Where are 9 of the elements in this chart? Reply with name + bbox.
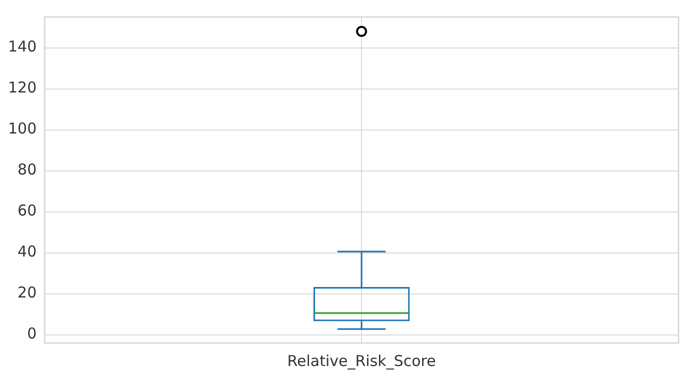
y-tick-label: 100: [8, 120, 37, 138]
y-tick-label: 40: [18, 242, 37, 261]
y-tick-label: 0: [27, 324, 37, 343]
y-tick-label: 80: [18, 160, 37, 179]
y-tick-label: 20: [18, 284, 37, 302]
y-tick-label: 60: [18, 202, 37, 220]
y-tick-label: 140: [8, 38, 37, 56]
x-tick-label: Relative_Risk_Score: [287, 352, 436, 370]
y-tick-label: 120: [8, 78, 37, 97]
